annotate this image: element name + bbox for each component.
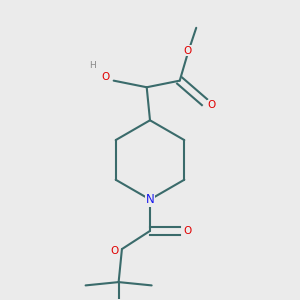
Text: O: O (184, 226, 192, 236)
Text: H: H (89, 61, 96, 70)
Text: O: O (101, 72, 110, 82)
Text: O: O (208, 100, 216, 110)
Text: O: O (110, 246, 119, 256)
Text: O: O (184, 46, 192, 56)
Text: N: N (146, 193, 154, 206)
